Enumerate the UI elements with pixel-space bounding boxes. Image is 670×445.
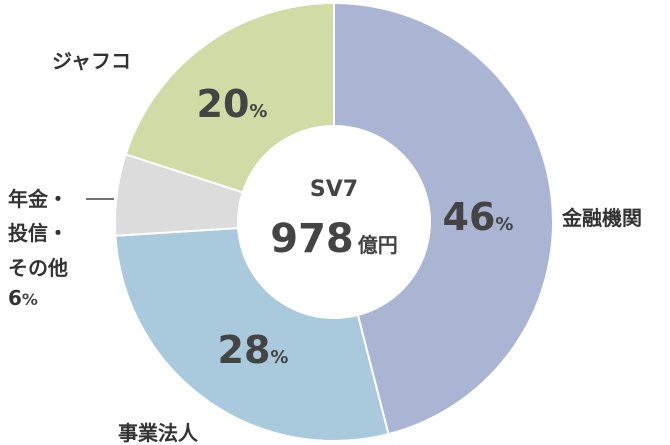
slice-pct-kinyu: 46% xyxy=(443,195,514,239)
category-pct-nenkin: 6% xyxy=(8,286,38,310)
category-label-nenkin-line2: 投信・ xyxy=(8,221,68,245)
category-label-nenkin-line1: 年金・ xyxy=(8,187,68,211)
slice-pct-jafco: 20% xyxy=(197,82,268,126)
center-label: SV7 xyxy=(310,177,358,202)
center-value-unit: 億円 xyxy=(358,233,398,257)
category-label-nenkin-line3: その他 xyxy=(8,256,68,280)
slice-kinyu xyxy=(333,1,554,436)
center-value-number: 978 xyxy=(270,216,354,262)
category-label-jigyo: 事業法人 xyxy=(118,421,199,445)
slice-pct-jigyo: 28% xyxy=(218,328,289,372)
category-label-kinyu: 金融機関 xyxy=(561,206,642,230)
center-value: 978 億円 xyxy=(270,216,398,262)
category-label-jafco: ジャフコ xyxy=(52,49,131,73)
donut-hole xyxy=(237,125,431,319)
